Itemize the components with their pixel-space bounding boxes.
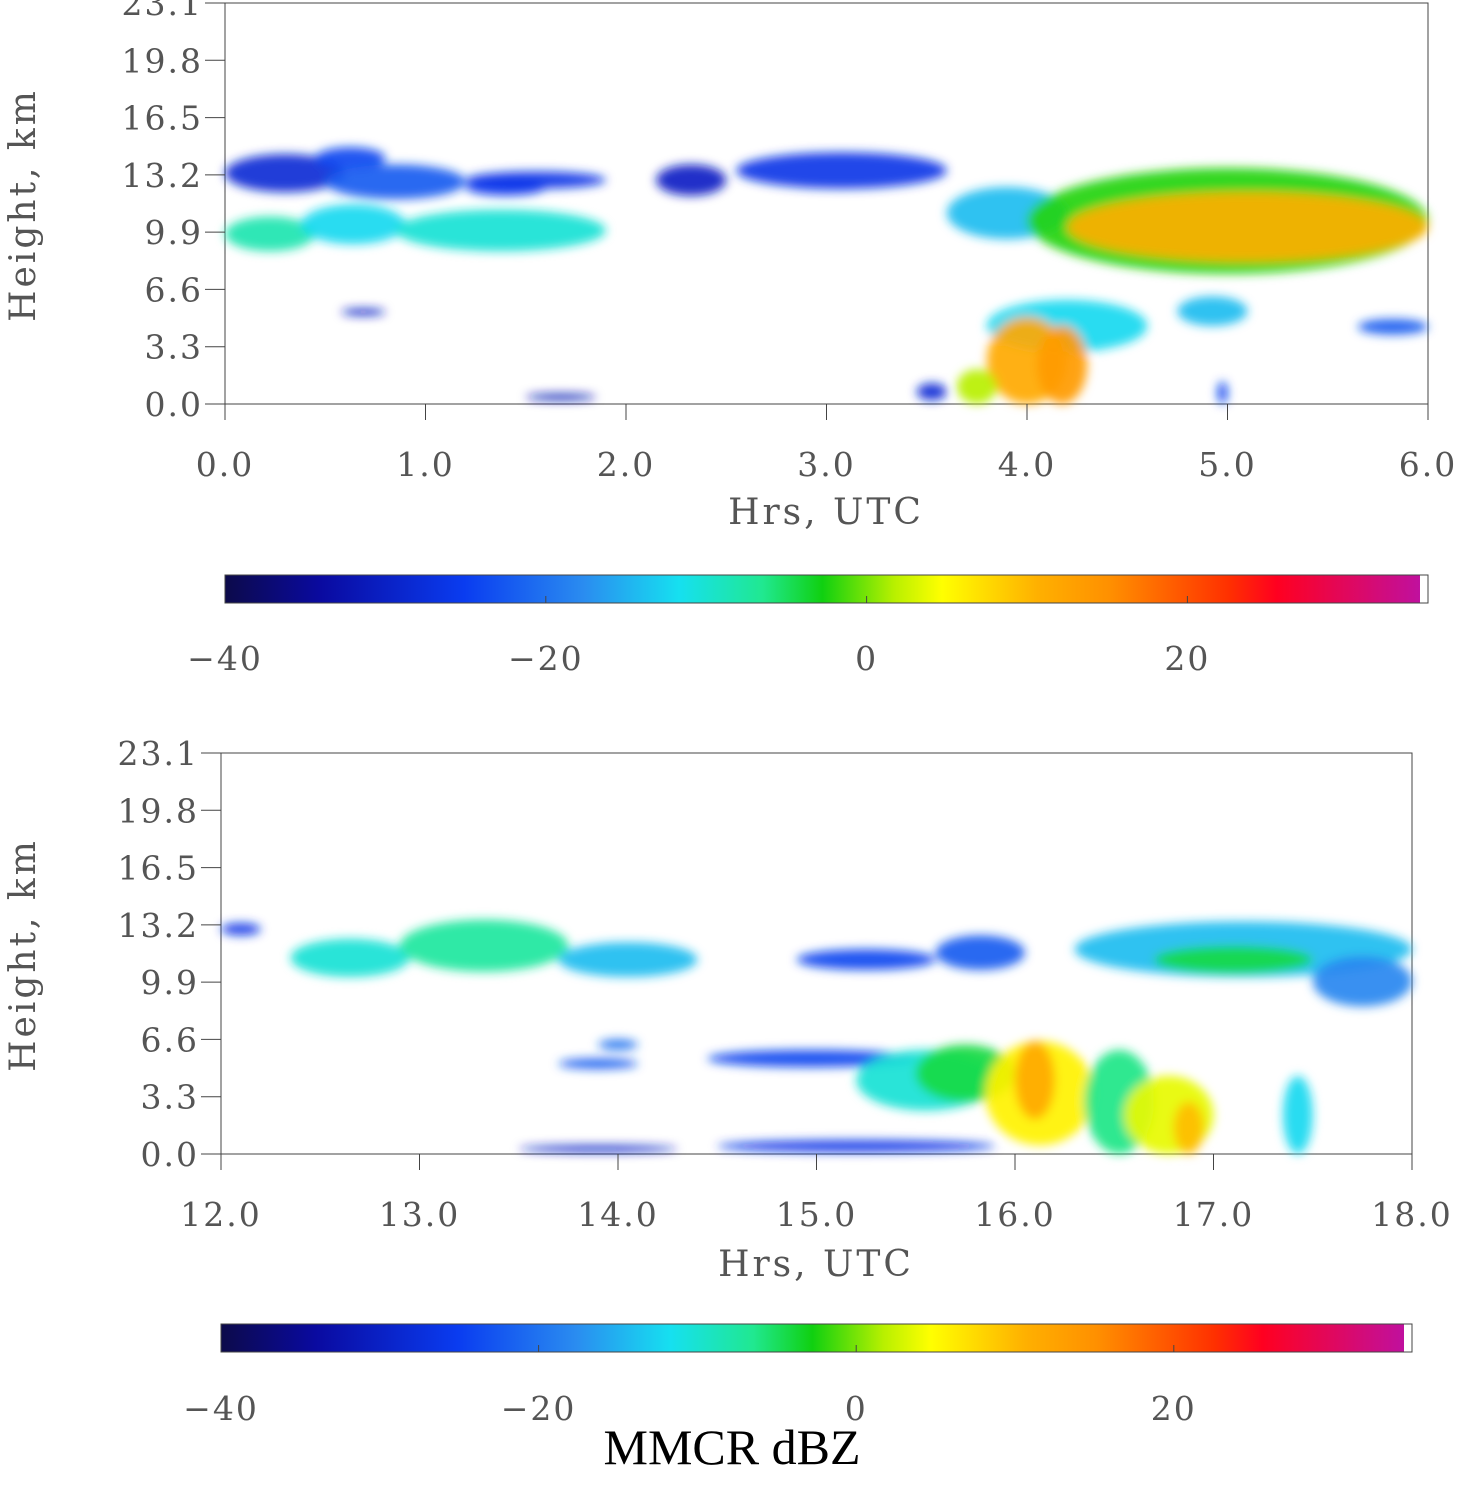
colorbar-tick-label: 20 — [1151, 1389, 1197, 1428]
colorbar-tick-label: 0 — [855, 639, 878, 678]
echo-cell-0 — [221, 923, 261, 936]
colorbar-frame-2 — [220, 1323, 1413, 1353]
echo-cell-20 — [717, 1140, 996, 1153]
colorbar-tick-label: 20 — [1164, 639, 1210, 678]
echo-cell-15 — [1037, 325, 1088, 404]
x-tick-label: 13.0 — [379, 1195, 460, 1234]
echo-cell-6 — [301, 204, 406, 245]
y-axis-1: 0.0 3.3 6.6 9.9 13.2 16.5 19.8 23.1 — [122, 0, 225, 424]
y-tick-label: 3.3 — [141, 1078, 199, 1117]
x-tick-label: 16.0 — [974, 1195, 1055, 1234]
y-tick-label: 23.1 — [122, 0, 203, 23]
colorbar-tick-label: −40 — [187, 639, 263, 678]
y-tick-label: 16.5 — [118, 849, 199, 888]
y-tick-label: 23.1 — [118, 734, 199, 773]
echo-cell-19 — [1282, 1075, 1313, 1154]
echo-cell-9 — [736, 152, 947, 189]
y-tick-label: 19.8 — [118, 791, 199, 830]
colorbar-ticks-2: −40 −20 0 20 — [183, 1345, 1197, 1428]
echo-cell-19 — [1357, 318, 1428, 335]
y-tick-label: 9.9 — [141, 963, 199, 1002]
panel-2: 0.0 3.3 6.6 9.9 13.2 16.5 19.8 23.1 12.0 13.0 14.… — [3, 734, 1452, 1428]
echo-cell-2 — [325, 164, 466, 200]
x-axis-title-2: Hrs, UTC — [718, 1244, 914, 1285]
x-tick-label: 5.0 — [1198, 445, 1256, 484]
echo-cell-20 — [916, 383, 947, 401]
colorbar-tick-label: −40 — [183, 1389, 259, 1428]
y-tick-label: 6.6 — [145, 270, 203, 309]
echo-cell-2 — [399, 919, 569, 972]
y-tick-label: 9.9 — [145, 213, 203, 252]
y-tick-label: 19.8 — [122, 41, 203, 80]
x-tick-label: 14.0 — [577, 1195, 658, 1234]
echo-cell-5 — [224, 216, 316, 252]
echo-cell-11 — [707, 1049, 916, 1068]
echo-cell-21 — [518, 1145, 678, 1153]
colorbar-tick-label: −20 — [508, 639, 584, 678]
x-tick-label: 3.0 — [797, 445, 855, 484]
echo-cell-5 — [935, 935, 1025, 970]
echo-cell-4 — [796, 949, 936, 970]
x-tick-label: 1.0 — [396, 445, 454, 484]
x-tick-label: 17.0 — [1173, 1195, 1254, 1234]
echo-cell-17 — [1177, 296, 1248, 326]
echo-cell-21 — [525, 393, 596, 401]
y-tick-label: 13.2 — [118, 906, 199, 945]
x-tick-label: 2.0 — [597, 445, 655, 484]
x-axis-title-1: Hrs, UTC — [728, 492, 924, 533]
figure-caption: MMCR dBZ — [603, 1419, 861, 1475]
colorbar-tick-label: −20 — [501, 1389, 577, 1428]
y-tick-label: 16.5 — [122, 99, 203, 138]
x-tick-label: 6.0 — [1399, 445, 1457, 484]
colorbar-tick-label: 0 — [845, 1389, 868, 1428]
y-axis-title-2: Height, km — [3, 838, 44, 1072]
y-tick-label: 0.0 — [141, 1135, 199, 1174]
x-tick-label: 0.0 — [196, 445, 254, 484]
echo-cell-7 — [1153, 945, 1313, 974]
x-axis-1: 0.0 1.0 2.0 3.0 4.0 5.0 6.0 — [196, 404, 1457, 484]
colorbar-2 — [221, 1324, 1404, 1352]
x-tick-label: 18.0 — [1371, 1195, 1452, 1234]
y-tick-label: 0.0 — [145, 385, 203, 424]
y-tick-label: 13.2 — [122, 156, 203, 195]
y-tick-label: 6.6 — [141, 1020, 199, 1059]
echo-cell-16 — [956, 369, 997, 404]
echo-cell-1 — [290, 938, 410, 977]
colorbar-frame-1 — [224, 574, 1429, 604]
echo-cell-22 — [341, 308, 386, 316]
echo-cell-8 — [656, 164, 727, 196]
echo-cell-7 — [395, 209, 606, 252]
colorbar-ticks-1: −40 −20 0 20 — [187, 596, 1210, 678]
echo-cell-3 — [558, 942, 698, 977]
x-axis-2: 12.0 13.0 14.0 15.0 16.0 17.0 18.0 — [180, 1154, 1452, 1234]
echo-cell-10 — [558, 1058, 638, 1069]
echo-cell-4 — [465, 171, 606, 189]
echo-cell-12 — [1067, 192, 1429, 262]
y-tick-label: 3.3 — [145, 328, 203, 367]
y-axis-title-1: Height, km — [3, 88, 44, 322]
echo-cell-0 — [225, 154, 346, 193]
echo-cell-8 — [1312, 956, 1412, 1007]
x-tick-label: 15.0 — [776, 1195, 857, 1234]
echo-cell-18 — [1173, 1101, 1204, 1154]
echo-cell-15 — [1015, 1041, 1055, 1120]
radar-echoes-2 — [221, 919, 1412, 1155]
colorbar-1 — [225, 575, 1420, 603]
echo-cell-18 — [1217, 381, 1228, 405]
radar-echoes-1 — [224, 147, 1429, 405]
echo-cell-9 — [598, 1039, 638, 1050]
y-axis-2: 0.0 3.3 6.6 9.9 13.2 16.5 19.8 23.1 — [118, 734, 221, 1174]
echo-cell-1 — [315, 147, 386, 170]
x-tick-label: 12.0 — [180, 1195, 261, 1234]
x-tick-label: 4.0 — [998, 445, 1056, 484]
panel-1: 0.0 3.3 6.6 9.9 13.2 16.5 19.8 23.1 0.0 1.0 2.0 3.… — [3, 0, 1457, 678]
